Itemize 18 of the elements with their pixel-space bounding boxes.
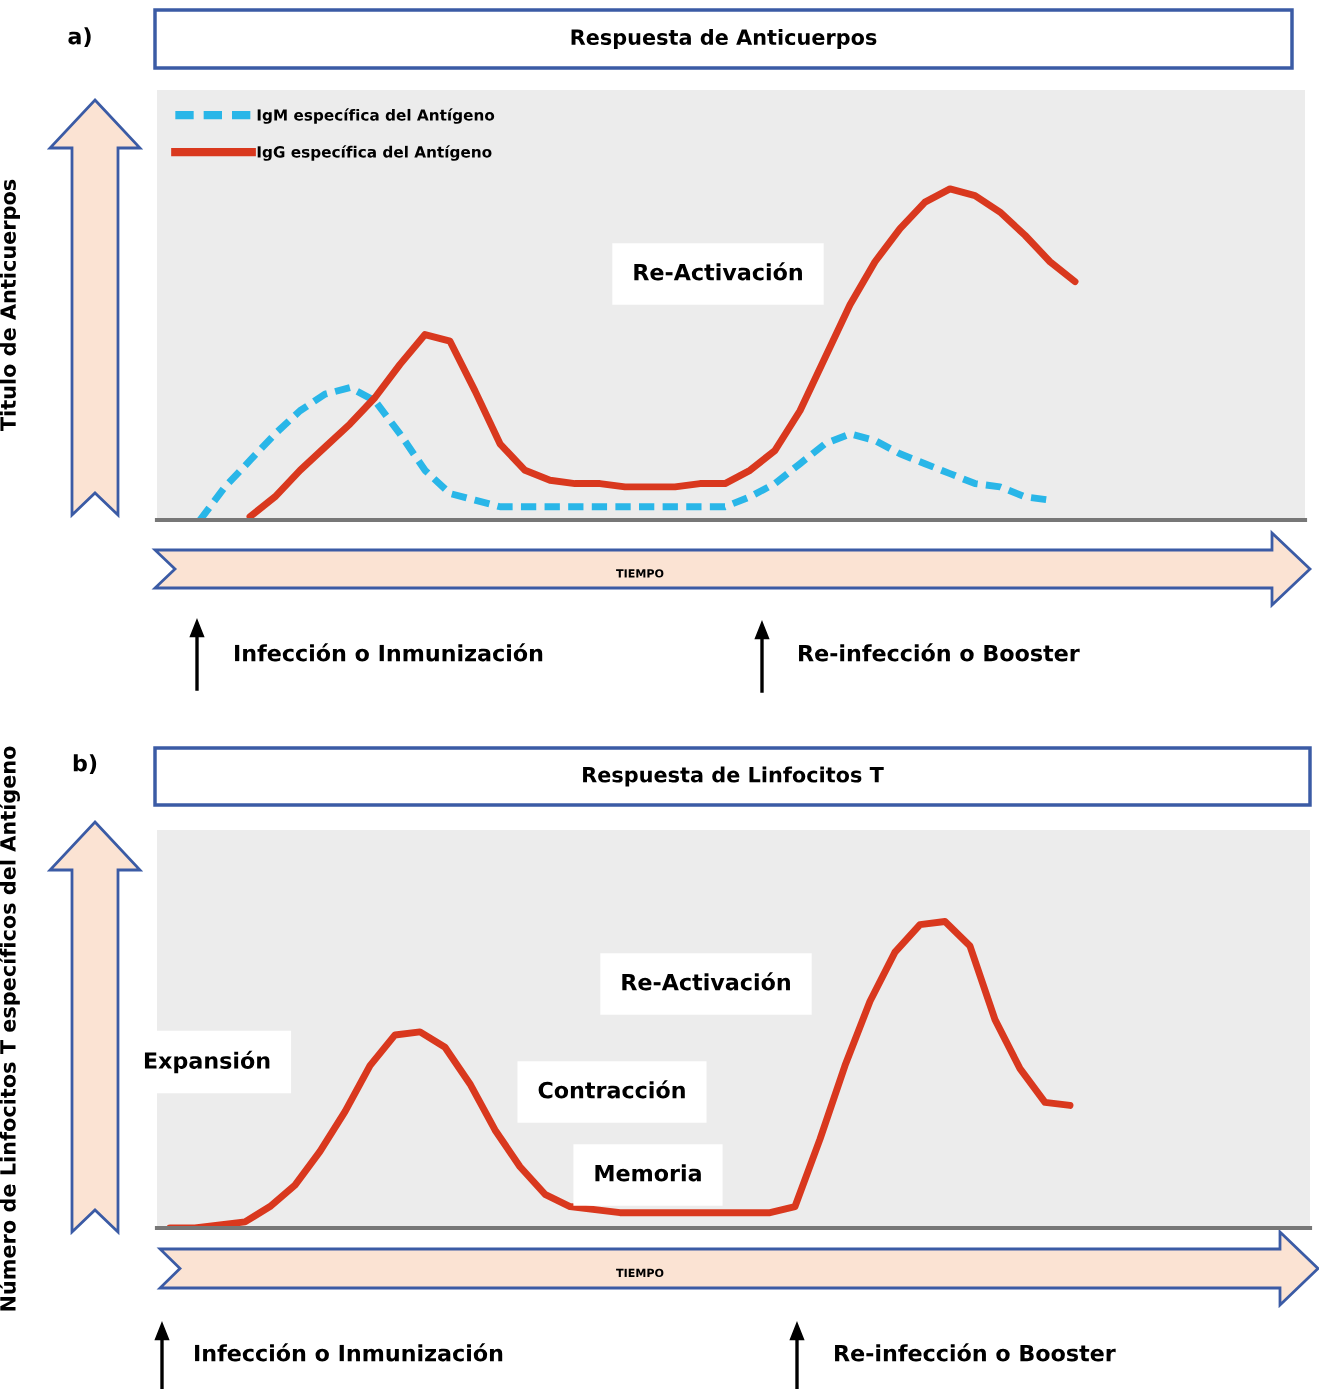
annotation: Re-Activación [634, 262, 802, 281]
legend-label: IgM específica del Antígeno [257, 108, 495, 124]
legend-label: IgG específica del Antígeno [257, 145, 492, 161]
text: a) [68, 27, 91, 48]
x-axis-title: TIEMPO [616, 569, 664, 578]
text: Re-infección o Booster [799, 643, 1080, 662]
chart-title: Respuesta de Linfocitos T [583, 766, 884, 787]
y-axis-title: Titulo de Anticuerpos [0, 179, 20, 432]
text: Re-infección o Booster [835, 1343, 1116, 1362]
annotation: Contracción [538, 1080, 685, 1099]
text: Infección o Inmunización [235, 643, 543, 662]
annotation: Re-Activación [622, 972, 790, 991]
x-axis-title: TIEMPO [616, 1268, 664, 1278]
annotation: Memoria [595, 1164, 701, 1182]
annotation: Expansión [144, 1050, 270, 1074]
chart-title: Respuesta de Anticuerpos [571, 28, 877, 50]
text: b) [73, 754, 97, 775]
text: Infección o Inmunización [195, 1343, 503, 1362]
